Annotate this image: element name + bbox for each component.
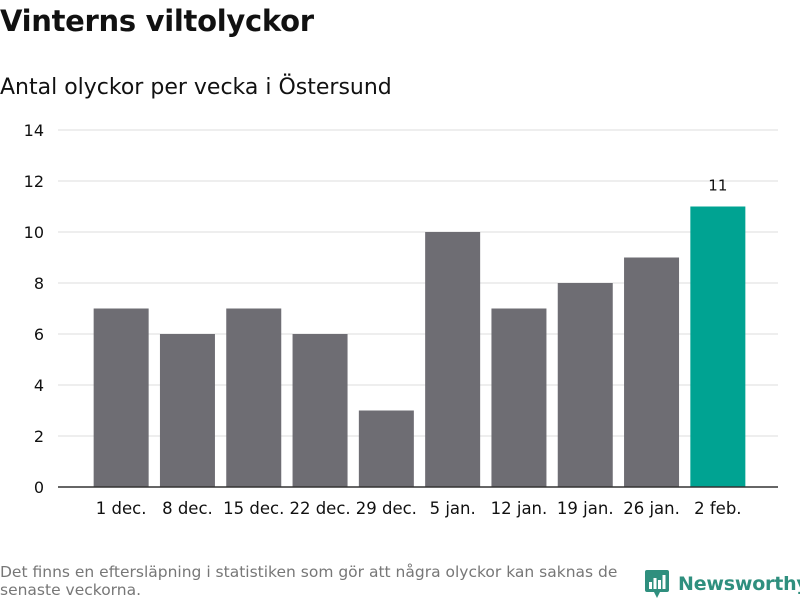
y-tick-label: 12 [24,172,44,191]
x-tick-label: 2 feb. [694,499,741,518]
bar [93,308,149,487]
bar-highlight [690,206,746,487]
x-tick-label: 29 dec. [356,499,417,518]
bar [292,334,348,487]
y-tick-label: 10 [24,223,44,242]
y-tick-label: 2 [34,427,44,446]
brand-name: Newsworthy [678,573,800,595]
x-tick-label: 12 jan. [491,499,548,518]
x-tick-label: 8 dec. [162,499,213,518]
footnote: Det finns en eftersläpning i statistiken… [0,563,618,599]
x-tick-label: 19 jan. [557,499,614,518]
data-label: 11 [708,177,727,195]
y-tick-label: 0 [34,478,44,497]
x-tick-label: 26 jan. [623,499,680,518]
bar [425,232,481,487]
y-tick-label: 4 [34,376,44,395]
bar [226,308,282,487]
y-tick-label: 8 [34,274,44,293]
newsworthy-logo-icon [645,570,669,598]
x-tick-label: 5 jan. [430,499,476,518]
x-tick-label: 22 dec. [289,499,350,518]
y-tick-label: 6 [34,325,44,344]
chart-title: Vinterns viltolyckor [0,4,314,38]
brand-logo: Newsworthy [644,569,800,599]
x-tick-label: 15 dec. [223,499,284,518]
bar-chart: 0 2 4 6 8 10 12 14 1 dec. 8 dec. 15 dec. 22 dec. 29 … [24,121,778,518]
bar [557,283,613,487]
y-tick-label: 14 [24,121,44,140]
bar [159,334,215,487]
bar [358,410,414,487]
x-tick-label: 1 dec. [96,499,147,518]
chart-subtitle: Antal olyckor per vecka i Östersund [0,75,392,100]
bar [491,308,547,487]
bar [624,257,680,487]
